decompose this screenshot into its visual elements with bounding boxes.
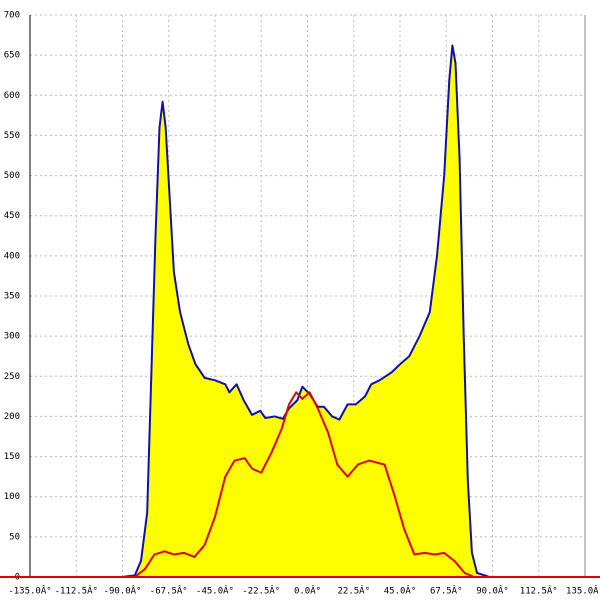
x-tick-label: 22.5Â° [337, 585, 370, 597]
y-tick-label: 350 [4, 292, 20, 302]
y-tick-label: 200 [4, 412, 20, 422]
y-tick-label: 700 [4, 11, 20, 21]
y-tick-label: 400 [4, 251, 20, 261]
y-tick-label: 500 [4, 171, 20, 181]
x-tick-label: 0.0Â° [294, 585, 321, 597]
y-tick-label: 150 [4, 452, 20, 462]
y-tick-label: 450 [4, 211, 20, 221]
y-tick-label: 650 [4, 51, 20, 61]
y-tick-label: 100 [4, 492, 20, 502]
y-tick-label: 550 [4, 131, 20, 141]
x-tick-label: -22.5Â° [242, 585, 280, 597]
series-line [134, 391, 475, 578]
series-line [121, 44, 490, 578]
y-tick-label: 250 [4, 372, 20, 382]
x-tick-label: 90.0Â° [476, 585, 509, 597]
x-tick-label: 67.5Â° [430, 585, 463, 597]
x-tick-label: 45.0Â° [384, 585, 417, 597]
area-fill [121, 45, 490, 578]
x-tick-label: 112.5Â° [520, 585, 558, 597]
y-tick-label: 50 [9, 532, 20, 542]
x-tick-label: -45.0Â° [196, 585, 234, 597]
x-tick-label: 135.0Â° [566, 585, 600, 597]
x-tick-label: -135.0Â° [8, 585, 51, 597]
x-tick-label: -112.5Â° [55, 585, 98, 597]
x-tick-label: -90.0Â° [104, 585, 142, 597]
y-tick-label: 300 [4, 332, 20, 342]
x-tick-label: -67.5Â° [150, 585, 188, 597]
y-tick-label: 600 [4, 91, 20, 101]
